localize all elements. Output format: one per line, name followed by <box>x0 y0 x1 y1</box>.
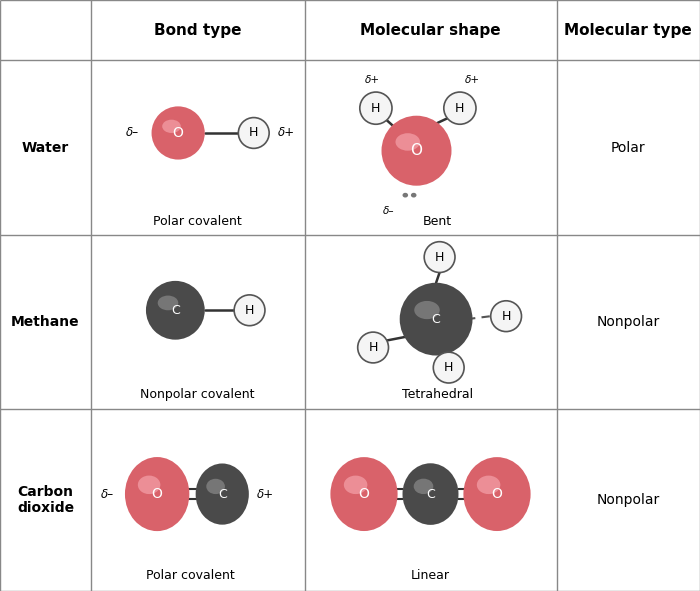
Text: δ+: δ+ <box>277 126 295 139</box>
Ellipse shape <box>382 116 452 186</box>
Text: Polar covalent: Polar covalent <box>153 215 242 228</box>
Text: δ–: δ– <box>102 488 114 501</box>
Text: Molecular shape: Molecular shape <box>360 22 500 38</box>
Text: O: O <box>173 126 183 140</box>
Circle shape <box>411 193 416 197</box>
Text: H: H <box>249 126 258 139</box>
Ellipse shape <box>238 118 269 148</box>
Ellipse shape <box>344 476 368 494</box>
Text: O: O <box>491 487 503 501</box>
Ellipse shape <box>463 457 531 531</box>
Text: H: H <box>435 251 444 264</box>
Text: H: H <box>245 304 254 317</box>
Text: C: C <box>432 313 440 326</box>
Text: Nonpolar: Nonpolar <box>596 493 660 507</box>
Text: O: O <box>358 487 370 501</box>
Text: O: O <box>152 487 162 501</box>
Ellipse shape <box>162 119 181 133</box>
Ellipse shape <box>491 301 522 332</box>
Circle shape <box>402 193 408 197</box>
Ellipse shape <box>158 296 178 310</box>
Text: H: H <box>371 102 381 115</box>
Ellipse shape <box>402 463 458 525</box>
Text: δ–: δ– <box>383 206 394 216</box>
Text: Linear: Linear <box>411 569 450 582</box>
Text: H: H <box>444 361 454 374</box>
Text: Nonpolar covalent: Nonpolar covalent <box>141 388 255 401</box>
Text: Molecular type: Molecular type <box>564 22 692 38</box>
Text: C: C <box>218 488 227 501</box>
Ellipse shape <box>234 295 265 326</box>
Ellipse shape <box>414 479 433 494</box>
Text: C: C <box>171 304 180 317</box>
Text: Water: Water <box>22 141 69 155</box>
Ellipse shape <box>433 352 464 383</box>
Ellipse shape <box>330 457 398 531</box>
Text: Tetrahedral: Tetrahedral <box>402 388 473 401</box>
Ellipse shape <box>444 92 476 124</box>
Text: Polar: Polar <box>611 141 645 155</box>
Ellipse shape <box>414 301 440 319</box>
Ellipse shape <box>395 133 420 151</box>
Text: H: H <box>455 102 465 115</box>
Text: H: H <box>501 310 511 323</box>
Ellipse shape <box>358 332 388 363</box>
Ellipse shape <box>206 479 225 494</box>
Text: δ+: δ+ <box>258 488 274 501</box>
Ellipse shape <box>125 457 189 531</box>
Text: Methane: Methane <box>11 315 80 329</box>
Text: δ+: δ+ <box>365 75 380 85</box>
Text: δ–: δ– <box>126 126 139 139</box>
Text: Carbon
dioxide: Carbon dioxide <box>17 485 74 515</box>
Text: Polar covalent: Polar covalent <box>146 569 235 582</box>
Ellipse shape <box>477 476 500 494</box>
Text: H: H <box>368 341 378 354</box>
Ellipse shape <box>424 242 455 272</box>
Ellipse shape <box>138 476 160 494</box>
Text: O: O <box>410 143 423 158</box>
Ellipse shape <box>360 92 392 124</box>
Ellipse shape <box>196 463 249 525</box>
Text: C: C <box>426 488 435 501</box>
Text: δ+: δ+ <box>465 75 480 85</box>
Text: Bond type: Bond type <box>154 22 242 38</box>
Ellipse shape <box>151 106 204 160</box>
Ellipse shape <box>146 281 204 340</box>
Ellipse shape <box>400 282 473 356</box>
Text: Nonpolar: Nonpolar <box>596 315 660 329</box>
Text: Bent: Bent <box>423 215 452 228</box>
